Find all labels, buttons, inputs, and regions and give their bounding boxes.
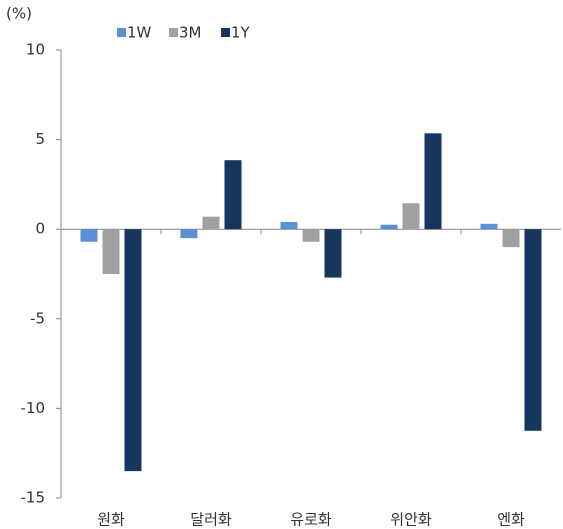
y-tick-label: 10 [26, 41, 45, 59]
y-tick-label: 5 [35, 130, 45, 148]
bar [524, 229, 542, 431]
x-tick-label: 원화 [97, 511, 125, 529]
x-tick-label: 달러화 [190, 511, 232, 529]
x-tick-label: 유로화 [290, 511, 332, 529]
legend-label: 3M [179, 24, 202, 42]
x-tick-label: 엔화 [497, 511, 525, 529]
y-tick-label: -15 [21, 489, 46, 507]
bar [202, 216, 220, 230]
legend-swatch [117, 28, 126, 37]
bar [302, 229, 320, 242]
bar [324, 229, 342, 278]
x-tick-label: 위안화 [390, 511, 432, 529]
y-tick-label: -5 [30, 309, 45, 327]
legend-label: 1Y [231, 24, 251, 42]
bar [124, 229, 142, 472]
legend-swatch [221, 28, 230, 37]
y-axis-label: (%) [6, 5, 32, 23]
bar [180, 229, 198, 239]
bar [224, 160, 242, 230]
y-tick-label: -10 [21, 399, 46, 417]
legend-swatch [169, 28, 178, 37]
bar [502, 229, 520, 248]
bar [380, 224, 398, 230]
legend-label: 1W [127, 24, 152, 42]
bar [480, 223, 498, 230]
bar [424, 133, 442, 230]
bar [102, 229, 120, 274]
bar [402, 203, 420, 230]
bar [280, 222, 298, 230]
bar [80, 229, 98, 242]
y-tick-label: 0 [35, 220, 45, 238]
